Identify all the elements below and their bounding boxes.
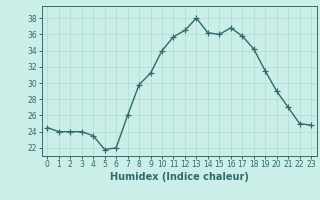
X-axis label: Humidex (Indice chaleur): Humidex (Indice chaleur) [110,172,249,182]
